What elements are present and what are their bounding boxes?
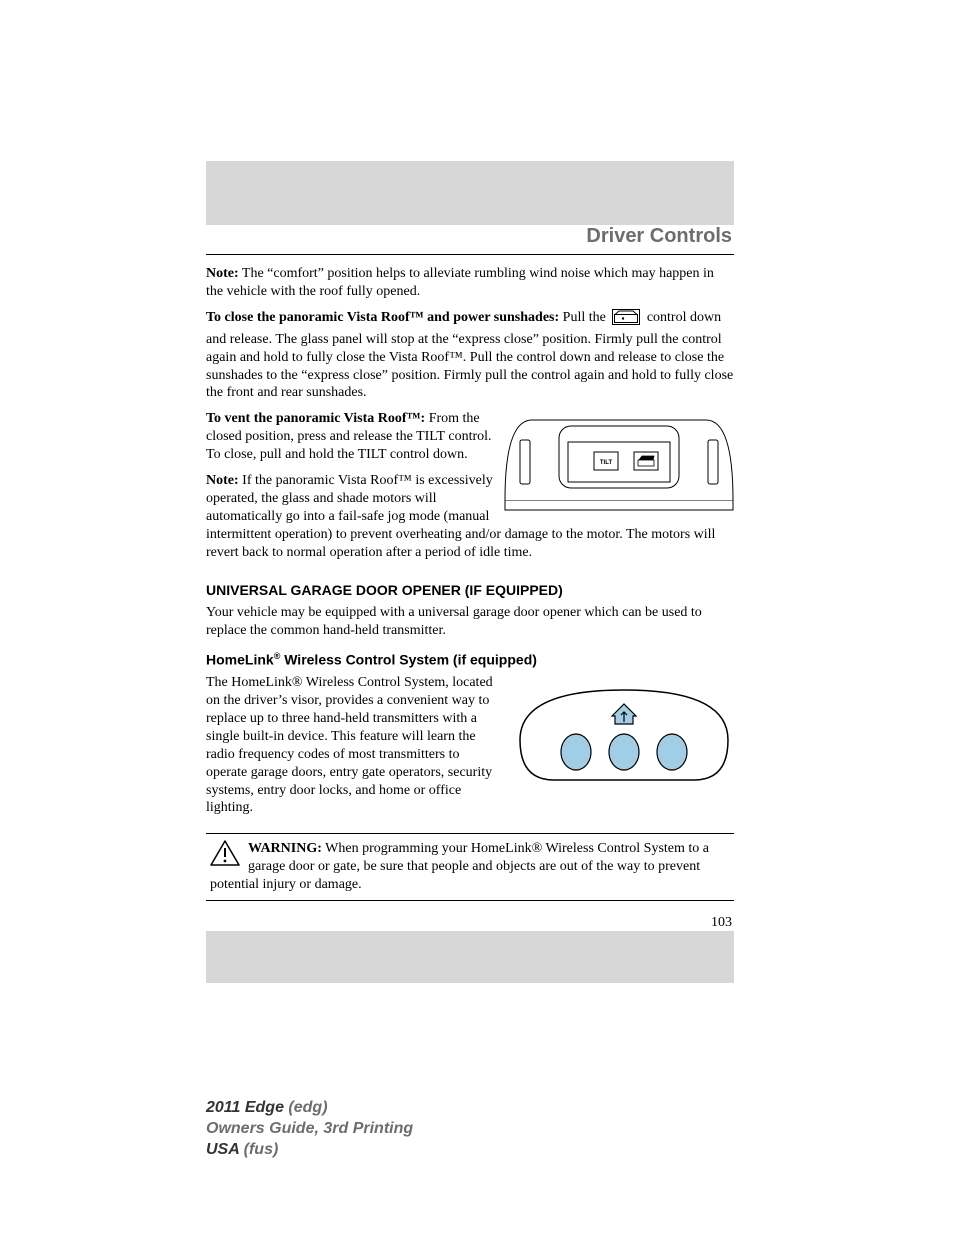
section-title: Driver Controls bbox=[206, 225, 734, 255]
warning-label: WARNING: bbox=[248, 841, 322, 856]
warning-box: WARNING: When programming your HomeLink®… bbox=[206, 833, 734, 901]
tilt-control-figure: TILT bbox=[504, 412, 734, 517]
warning-icon bbox=[210, 840, 240, 866]
note-comfort-paragraph: Note: The “comfort” position helps to al… bbox=[206, 265, 734, 301]
vent-roof-lead: To vent the panoramic Vista Roof™: bbox=[206, 411, 425, 426]
footer: 2011 Edge (edg) Owners Guide, 3rd Printi… bbox=[206, 1098, 734, 1160]
homelink-figure bbox=[514, 676, 734, 801]
footer-line-2: Owners Guide, 3rd Printing bbox=[206, 1119, 734, 1140]
footer-model-code: (edg) bbox=[284, 1099, 328, 1116]
note-label: Note: bbox=[206, 266, 239, 281]
footer-model: 2011 Edge bbox=[206, 1099, 284, 1116]
note2-label: Note: bbox=[206, 473, 239, 488]
close-roof-lead: To close the panoramic Vista Roof™ and p… bbox=[206, 310, 559, 325]
homelink-heading-post: Wireless Control System (if equipped) bbox=[280, 652, 537, 668]
close-roof-paragraph: To close the panoramic Vista Roof™ and p… bbox=[206, 309, 734, 403]
footer-line-3: USA (fus) bbox=[206, 1140, 734, 1161]
footer-line-1: 2011 Edge (edg) bbox=[206, 1098, 734, 1119]
note-comfort-body: The “comfort” position helps to alleviat… bbox=[206, 266, 714, 299]
universal-garage-heading: UNIVERSAL GARAGE DOOR OPENER (IF EQUIPPE… bbox=[206, 582, 734, 598]
homelink-heading-pre: HomeLink bbox=[206, 652, 274, 668]
roof-control-icon bbox=[612, 309, 640, 331]
page-content: Driver Controls Note: The “comfort” posi… bbox=[206, 225, 734, 931]
svg-text:TILT: TILT bbox=[600, 460, 613, 466]
universal-garage-paragraph: Your vehicle may be equipped with a univ… bbox=[206, 604, 734, 640]
homelink-heading: HomeLink® Wireless Control System (if eq… bbox=[206, 651, 734, 668]
close-roof-pre: Pull the bbox=[559, 310, 609, 325]
footer-region: USA bbox=[206, 1141, 239, 1158]
footer-region-code: (fus) bbox=[239, 1141, 278, 1158]
page-number: 103 bbox=[206, 915, 732, 931]
